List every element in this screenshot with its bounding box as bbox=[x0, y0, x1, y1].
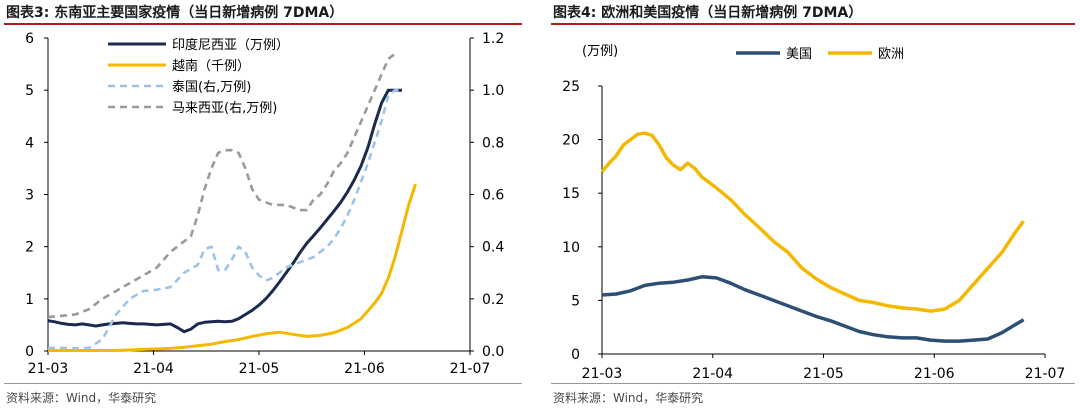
x-tick-label: 21-07 bbox=[450, 361, 491, 377]
right-bottom-rule bbox=[551, 383, 1075, 384]
y-tick-label: 15 bbox=[562, 186, 580, 202]
unit-label: (万例) bbox=[582, 44, 618, 59]
right-y-tick-label: 0.0 bbox=[482, 344, 504, 360]
y-tick-label: 5 bbox=[571, 293, 580, 309]
right-y-tick-label: 0.2 bbox=[482, 292, 504, 308]
left-y-tick-label: 5 bbox=[25, 83, 34, 99]
x-tick-label: 21-05 bbox=[239, 361, 280, 377]
left-y-tick-label: 6 bbox=[25, 31, 34, 47]
x-tick-label: 21-06 bbox=[344, 361, 385, 377]
legend-label-0: 美国 bbox=[786, 47, 812, 62]
series-line-0 bbox=[601, 275, 1025, 343]
left-y-tick-label: 1 bbox=[25, 292, 34, 308]
left-y-tick-label: 0 bbox=[25, 344, 34, 360]
legend-label-0: 印度尼西亚（万例） bbox=[172, 37, 289, 53]
left-legend: 印度尼西亚（万例） 越南（千例） 泰国(右,万例) 马来西亚(右,万例) bbox=[108, 37, 289, 116]
x-tick-label: 21-04 bbox=[133, 361, 174, 377]
left-bottom-rule bbox=[4, 383, 522, 384]
x-tick-label: 21-07 bbox=[1025, 366, 1066, 382]
left-y-tick-label: 4 bbox=[25, 135, 34, 151]
right-title-rule bbox=[551, 23, 1075, 25]
legend-label-2: 泰国(右,万例) bbox=[172, 80, 251, 95]
left-source-note: 资料来源：Wind，华泰研究 bbox=[6, 391, 157, 405]
right-chart-title: 图表4: 欧洲和美国疫情（当日新增病例 7DMA） bbox=[553, 5, 863, 21]
left-chart-title: 图表3: 东南亚主要国家疫情（当日新增病例 7DMA） bbox=[6, 5, 344, 21]
x-tick-label: 21-05 bbox=[803, 366, 844, 382]
series-line-1 bbox=[48, 183, 417, 352]
series-line-1 bbox=[600, 131, 1025, 313]
series-line-0 bbox=[47, 88, 402, 334]
legend-label-1: 越南（千例） bbox=[172, 58, 250, 74]
right-y-tick-label: 0.4 bbox=[482, 240, 504, 256]
y-tick-label: 0 bbox=[571, 347, 580, 363]
y-tick-label: 20 bbox=[562, 133, 580, 149]
y-tick-label: 10 bbox=[562, 240, 580, 256]
right-y-tick-label: 1.2 bbox=[482, 31, 504, 47]
right-y-tick-label: 0.8 bbox=[482, 135, 504, 151]
series-line-2 bbox=[48, 88, 402, 350]
right-legend: 美国 欧洲 bbox=[736, 47, 904, 62]
left-title-rule bbox=[4, 23, 522, 25]
left-line-chart: 0 1 2 3 4 5 6 0.0 0.2 0.4 0.6 0.8 1.0 1.2 21-03 21-04 21… bbox=[25, 31, 504, 377]
legend-label-1: 欧洲 bbox=[878, 47, 904, 62]
right-y-tick-label: 0.6 bbox=[482, 188, 504, 204]
y-tick-label: 25 bbox=[562, 79, 580, 95]
x-tick-label: 21-03 bbox=[28, 361, 69, 377]
right-source-note: 资料来源：Wind，华泰研究 bbox=[553, 391, 704, 405]
right-y-tick-label: 1.0 bbox=[482, 83, 504, 99]
left-y-tick-label: 3 bbox=[25, 188, 34, 204]
left-y-tick-label: 2 bbox=[25, 240, 34, 256]
x-tick-label: 21-06 bbox=[914, 366, 955, 382]
x-tick-label: 21-03 bbox=[582, 366, 623, 382]
legend-label-3: 马来西亚(右,万例) bbox=[172, 101, 277, 116]
x-tick-label: 21-04 bbox=[692, 366, 733, 382]
